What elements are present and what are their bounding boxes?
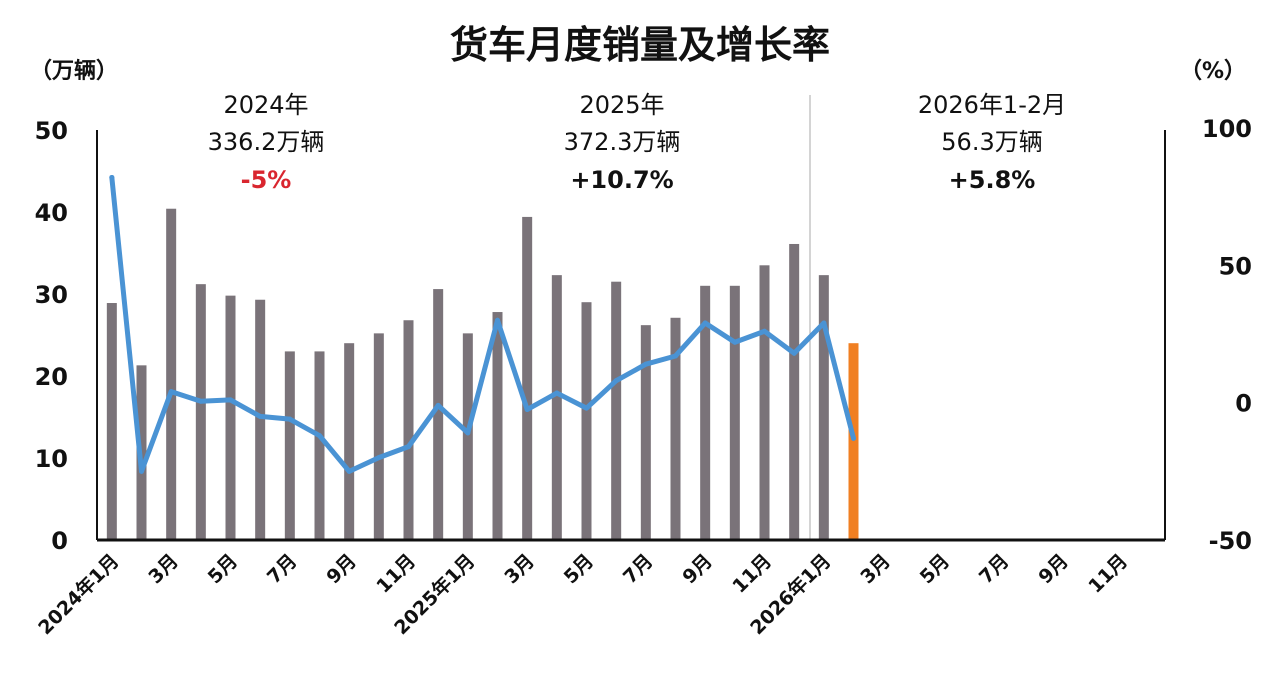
bar-2024-12 xyxy=(433,289,444,540)
bar-2025-01 xyxy=(462,333,473,540)
growth-point-2025-09 xyxy=(702,320,708,326)
bar-2024-09 xyxy=(344,343,355,540)
bar-2026-02 xyxy=(848,343,859,540)
growth-point-2025-01 xyxy=(465,430,471,436)
growth-point-2024-03 xyxy=(168,389,174,395)
growth-point-2024-04 xyxy=(198,398,204,404)
x-tick-label: 11月 xyxy=(728,550,776,598)
right-tick-label: 50 xyxy=(1219,252,1252,280)
bar-2024-08 xyxy=(314,351,325,540)
left-axis-unit: （万辆） xyxy=(30,58,118,84)
growth-point-2024-11 xyxy=(406,444,411,450)
annotation-growth: +10.7% xyxy=(570,166,673,194)
right-tick-label: 0 xyxy=(1235,390,1252,418)
left-tick-label: 30 xyxy=(35,281,68,309)
growth-point-2024-09 xyxy=(346,468,352,474)
growth-point-2024-08 xyxy=(317,433,322,439)
x-tick-label: 5月 xyxy=(204,550,242,588)
growth-point-2025-03 xyxy=(524,407,530,413)
right-tick-label: -50 xyxy=(1209,527,1252,555)
x-tick-label: 9月 xyxy=(1034,550,1072,588)
x-tick-label: 3月 xyxy=(144,550,182,588)
annotation-year: 2026年1-2月 xyxy=(918,91,1066,119)
x-tick-label: 11月 xyxy=(372,550,420,598)
annotation-growth: -5% xyxy=(241,166,292,194)
bar-2025-12 xyxy=(789,243,800,541)
bar-2025-07 xyxy=(640,325,651,540)
growth-rate-line xyxy=(109,174,856,474)
growth-point-2025-07 xyxy=(643,361,649,367)
growth-point-2025-08 xyxy=(673,353,678,359)
x-tick-label: 3月 xyxy=(856,550,894,588)
bar-2025-11 xyxy=(759,265,770,540)
bar-2024-01 xyxy=(106,303,117,540)
growth-point-2025-10 xyxy=(732,339,738,345)
x-tick-label: 7月 xyxy=(619,550,657,588)
right-tick-label: 100 xyxy=(1202,115,1252,143)
growth-point-2026-02 xyxy=(851,435,856,441)
x-tick-label: 5月 xyxy=(916,550,954,588)
annotation-year: 2025年 xyxy=(579,91,664,119)
growth-point-2025-04 xyxy=(554,390,560,396)
growth-point-2026-01 xyxy=(821,320,827,326)
growth-point-2024-05 xyxy=(228,397,233,403)
x-tick-label: 9月 xyxy=(678,550,716,588)
bar-2024-07 xyxy=(284,351,295,540)
bar-2025-05 xyxy=(581,302,592,540)
bar-2024-06 xyxy=(255,299,266,540)
bar-2024-04 xyxy=(195,284,206,540)
left-tick-label: 10 xyxy=(35,445,68,473)
annotation-total: 372.3万辆 xyxy=(564,128,681,156)
annotation-growth: +5.8% xyxy=(949,166,1036,194)
growth-point-2025-12 xyxy=(791,350,797,356)
x-tick-label: 7月 xyxy=(263,550,301,588)
growth-point-2024-12 xyxy=(435,402,441,408)
bar-2025-10 xyxy=(729,285,740,540)
growth-point-2025-02 xyxy=(495,317,500,323)
right-axis-unit: （%） xyxy=(1180,59,1246,84)
growth-point-2024-06 xyxy=(257,413,263,419)
annotation-total: 56.3万辆 xyxy=(941,128,1042,156)
x-tick-label: 3月 xyxy=(500,550,538,588)
bar-2025-06 xyxy=(611,281,622,540)
growth-point-2024-01 xyxy=(109,174,115,180)
annotation-year: 2024年 xyxy=(223,91,308,119)
left-tick-label: 50 xyxy=(35,117,68,145)
bar-2025-08 xyxy=(670,317,681,540)
bar-2024-03 xyxy=(166,208,177,540)
bar-2024-05 xyxy=(225,295,236,540)
bar-2025-04 xyxy=(551,275,562,540)
x-tick-label: 2024年1月 xyxy=(33,549,123,639)
bar-2024-10 xyxy=(373,333,384,540)
left-tick-label: 20 xyxy=(35,363,68,391)
bar-2026-01 xyxy=(818,275,829,540)
growth-point-2025-11 xyxy=(762,328,767,334)
bar-2025-02 xyxy=(492,312,503,540)
growth-point-2024-10 xyxy=(376,455,382,461)
left-tick-label: 0 xyxy=(51,527,68,555)
x-tick-label: 11月 xyxy=(1084,550,1132,598)
chart-title: 货车月度销量及增长率 xyxy=(450,23,830,67)
growth-point-2025-05 xyxy=(584,405,589,411)
growth-point-2025-06 xyxy=(613,378,619,384)
x-tick-label: 7月 xyxy=(975,550,1013,588)
x-tick-label: 9月 xyxy=(322,550,360,588)
growth-point-2024-07 xyxy=(287,416,293,422)
left-tick-label: 40 xyxy=(35,199,68,227)
bar-2024-11 xyxy=(403,320,414,540)
annotation-total: 336.2万辆 xyxy=(208,128,325,156)
x-tick-label: 5月 xyxy=(560,550,598,588)
growth-point-2024-02 xyxy=(139,468,144,474)
bar-2025-03 xyxy=(522,216,533,541)
bar-2025-09 xyxy=(700,285,711,540)
